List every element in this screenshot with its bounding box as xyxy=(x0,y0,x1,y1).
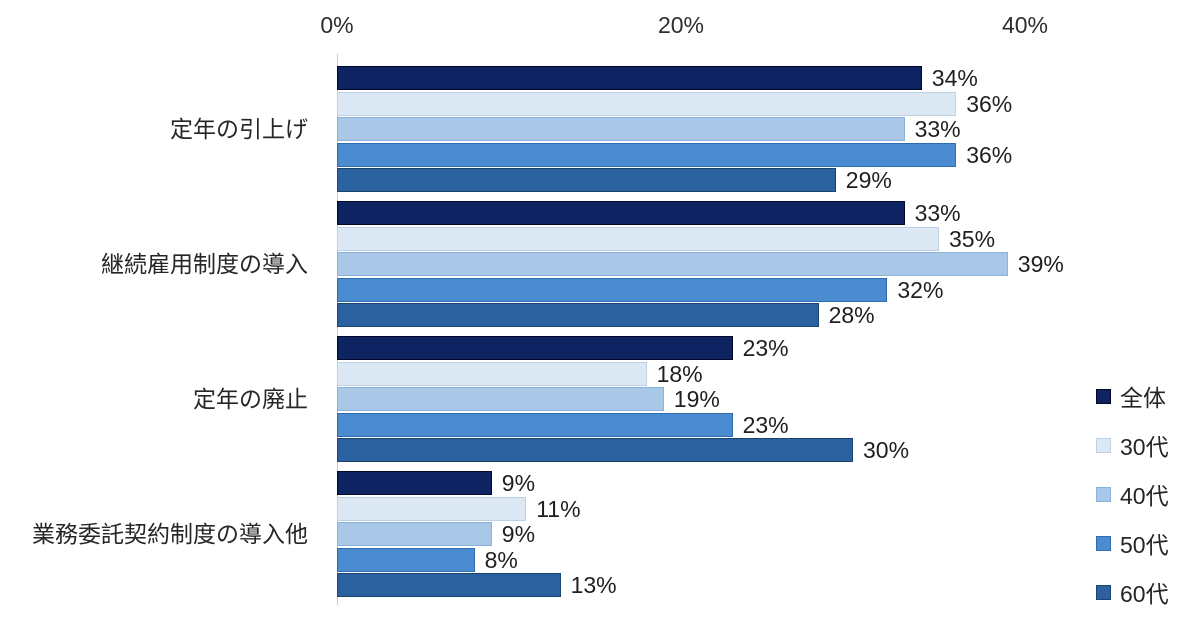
bar-row: 28% xyxy=(337,303,1200,327)
bar-30代 xyxy=(337,226,939,251)
category-bars: 34% 36% 33% 36% 29% xyxy=(337,66,1200,192)
bar-value-label: 8% xyxy=(484,546,518,573)
category-group: 継続雇用制度の導入 33% 35% 39% 32% 28% xyxy=(0,201,1200,327)
legend-swatch xyxy=(1096,486,1111,502)
category-label: 定年の廃止 xyxy=(193,385,308,412)
bar-row: 9% xyxy=(337,522,1200,546)
bar-全体 xyxy=(337,471,492,495)
bar-row: 23% xyxy=(337,411,1200,438)
legend-label: 30代 xyxy=(1120,434,1169,460)
bar-value-label: 23% xyxy=(742,411,789,438)
bar-40代 xyxy=(337,117,905,141)
bar-40代 xyxy=(337,387,664,411)
category-label: 業務委託契約制度の導入他 xyxy=(32,520,308,547)
bar-value-label: 36% xyxy=(966,90,1013,117)
legend: 全体 30代 40代 50代 60代 xyxy=(1096,384,1169,607)
bar-value-label: 39% xyxy=(1017,251,1064,277)
bar-40代 xyxy=(337,522,492,546)
bar-value-label: 29% xyxy=(845,167,892,193)
bar-50代 xyxy=(337,277,888,302)
bar-30代 xyxy=(337,496,527,521)
legend-label: 全体 xyxy=(1120,385,1166,411)
legend-label: 60代 xyxy=(1120,581,1169,607)
legend-swatch xyxy=(1096,535,1111,551)
bar-value-label: 28% xyxy=(828,302,875,328)
bar-row: 29% xyxy=(337,168,1200,192)
category-bars: 23% 18% 19% 23% 30% xyxy=(337,336,1200,462)
bar-row: 18% xyxy=(337,360,1200,387)
bar-row: 19% xyxy=(337,387,1200,411)
bar-30代 xyxy=(337,361,647,386)
category-group: 業務委託契約制度の導入他 9% 11% 9% 8% 13% xyxy=(0,471,1200,597)
bar-row: 33% xyxy=(337,117,1200,141)
legend-swatch xyxy=(1096,388,1111,404)
bar-30代 xyxy=(337,91,957,116)
bar-value-label: 19% xyxy=(673,386,720,412)
bar-50代 xyxy=(337,547,475,572)
bar-row: 8% xyxy=(337,546,1200,573)
category-bars: 9% 11% 9% 8% 13% xyxy=(337,471,1200,597)
bar-value-label: 9% xyxy=(501,521,536,547)
bar-60代 xyxy=(337,168,836,192)
bar-row: 36% xyxy=(337,141,1200,168)
bar-60代 xyxy=(337,438,853,462)
bar-value-label: 9% xyxy=(501,470,536,496)
chart-plot-area: 定年の引上げ 34% 36% 33% 36% 29% 継続雇用制度の導入 33% 35% 39% 3… xyxy=(0,66,1200,597)
bar-value-label: 11% xyxy=(536,495,581,522)
bar-value-label: 13% xyxy=(570,572,617,598)
legend-item: 全体 xyxy=(1096,384,1169,411)
bar-row: 33% xyxy=(337,201,1200,225)
legend-item: 40代 xyxy=(1096,482,1169,509)
bar-row: 39% xyxy=(337,252,1200,276)
bar-value-label: 23% xyxy=(742,335,789,361)
category-label: 定年の引上げ xyxy=(170,115,308,142)
bar-value-label: 34% xyxy=(931,65,978,91)
bar-row: 34% xyxy=(337,66,1200,90)
bar-row: 30% xyxy=(337,438,1200,462)
x-axis-tick: 20% xyxy=(657,12,705,38)
bar-value-label: 36% xyxy=(966,141,1013,168)
legend-swatch xyxy=(1096,437,1111,453)
bar-row: 36% xyxy=(337,90,1200,117)
category-bars: 33% 35% 39% 32% 28% xyxy=(337,201,1200,327)
x-axis-tick: 40% xyxy=(1001,12,1049,38)
bar-60代 xyxy=(337,573,561,597)
bar-全体 xyxy=(337,201,905,225)
x-axis-tick: 0% xyxy=(320,12,354,38)
bar-row: 11% xyxy=(337,495,1200,522)
legend-item: 50代 xyxy=(1096,531,1169,558)
legend-label: 50代 xyxy=(1120,532,1169,558)
bar-value-label: 30% xyxy=(863,437,910,463)
bar-40代 xyxy=(337,252,1008,276)
bar-row: 32% xyxy=(337,276,1200,303)
bar-row: 35% xyxy=(337,225,1200,252)
bar-50代 xyxy=(337,412,733,437)
bar-row: 13% xyxy=(337,573,1200,597)
category-label: 継続雇用制度の導入 xyxy=(101,250,308,277)
bar-row: 9% xyxy=(337,471,1200,495)
bar-全体 xyxy=(337,66,922,90)
y-axis-line xyxy=(337,54,338,605)
bar-50代 xyxy=(337,142,957,167)
bar-value-label: 32% xyxy=(897,276,944,303)
bar-row: 23% xyxy=(337,336,1200,360)
bar-value-label: 35% xyxy=(949,225,996,252)
legend-swatch xyxy=(1096,584,1111,600)
legend-item: 30代 xyxy=(1096,433,1169,460)
bar-全体 xyxy=(337,336,733,360)
category-group: 定年の引上げ 34% 36% 33% 36% 29% xyxy=(0,66,1200,192)
legend-label: 40代 xyxy=(1120,483,1169,509)
bar-60代 xyxy=(337,303,819,327)
bar-value-label: 18% xyxy=(656,360,703,387)
bar-value-label: 33% xyxy=(914,116,961,142)
category-group: 定年の廃止 23% 18% 19% 23% 30% xyxy=(0,336,1200,462)
legend-item: 60代 xyxy=(1096,580,1169,607)
bar-value-label: 33% xyxy=(914,200,961,226)
